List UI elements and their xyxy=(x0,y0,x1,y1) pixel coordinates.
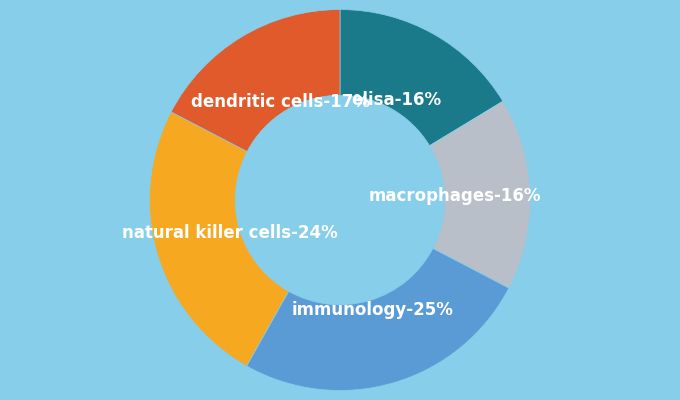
Wedge shape xyxy=(247,248,509,390)
Wedge shape xyxy=(430,101,530,288)
Wedge shape xyxy=(340,10,503,146)
Wedge shape xyxy=(150,112,288,366)
Wedge shape xyxy=(171,10,340,152)
Text: macrophages-16%: macrophages-16% xyxy=(369,187,541,205)
Text: elisa-16%: elisa-16% xyxy=(352,91,441,109)
Text: dendritic cells-17%: dendritic cells-17% xyxy=(191,92,370,110)
Text: immunology-25%: immunology-25% xyxy=(292,301,454,319)
Text: natural killer cells-24%: natural killer cells-24% xyxy=(122,224,337,242)
